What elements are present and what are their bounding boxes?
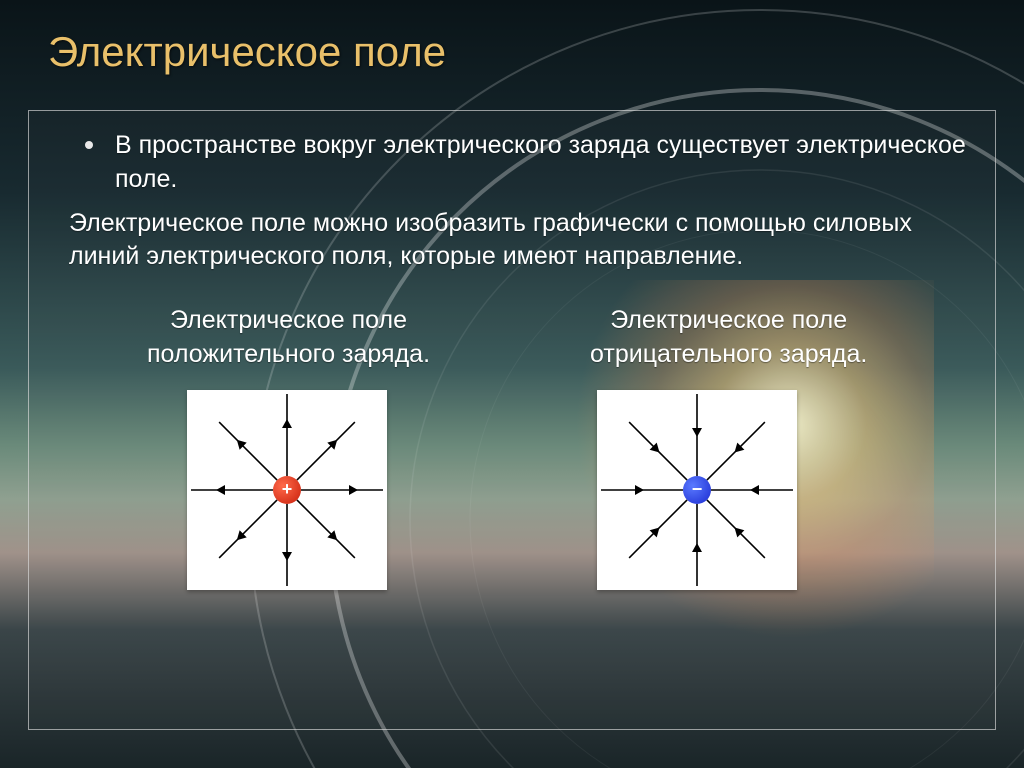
- plus-sign: +: [282, 479, 293, 500]
- diagrams-row: + −: [187, 390, 967, 590]
- bullet-1-text: В пространстве вокруг электрического зар…: [115, 129, 967, 197]
- bullet-1: В пространстве вокруг электрического зар…: [57, 129, 967, 197]
- paragraph-2: Электрическое поле можно изобразить граф…: [69, 207, 967, 275]
- content-box: В пространстве вокруг электрического зар…: [28, 110, 996, 730]
- label-positive-l1: Электрическое поле: [170, 306, 407, 334]
- negative-charge-icon: −: [683, 476, 711, 504]
- label-negative-l1: Электрическое поле: [610, 306, 847, 334]
- slide: Электрическое поле В пространстве вокруг…: [0, 0, 1024, 768]
- label-positive-l2: положительного заряда.: [147, 340, 430, 368]
- diagram-negative-charge: −: [597, 390, 797, 590]
- label-negative-l2: отрицательного заряда.: [590, 340, 867, 368]
- labels-row: Электрическое поле положительного заряда…: [147, 304, 967, 372]
- label-negative: Электрическое поле отрицательного заряда…: [590, 304, 867, 372]
- diagram-positive-charge: +: [187, 390, 387, 590]
- slide-title: Электрическое поле: [48, 28, 446, 76]
- positive-charge-icon: +: [273, 476, 301, 504]
- label-positive: Электрическое поле положительного заряда…: [147, 304, 430, 372]
- bullet-dot-icon: [85, 141, 93, 149]
- minus-sign: −: [692, 479, 703, 500]
